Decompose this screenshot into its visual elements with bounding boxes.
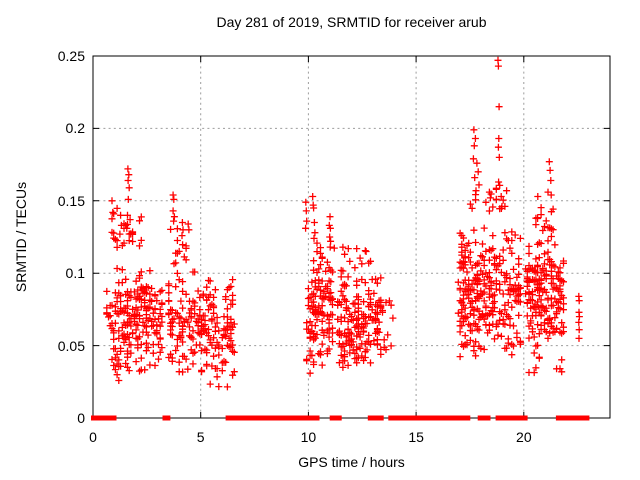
x-tick-label: 5 [196, 429, 205, 445]
x-tick-label: 10 [300, 429, 317, 445]
y-tick-label: 0.25 [57, 48, 85, 64]
y-tick-label: 0.05 [57, 337, 85, 354]
grid-lines [93, 56, 610, 418]
y-tick-label: 0.1 [65, 265, 85, 282]
x-tick-label: 20 [516, 429, 532, 445]
x-tick-label: 0 [89, 429, 97, 445]
plot-border [92, 55, 611, 419]
y-tick-label: 0.15 [57, 192, 85, 209]
scatter-points [103, 56, 583, 391]
axis-tick-marks [92, 55, 610, 419]
x-tick-label: 15 [408, 429, 424, 445]
x-axis-title: GPS time / hours [298, 454, 405, 470]
chart-title: Day 281 of 2019, SRMTID for receiver aru… [216, 14, 487, 30]
y-tick-label: 0.2 [65, 120, 85, 137]
y-tick-label: 0 [77, 410, 85, 426]
